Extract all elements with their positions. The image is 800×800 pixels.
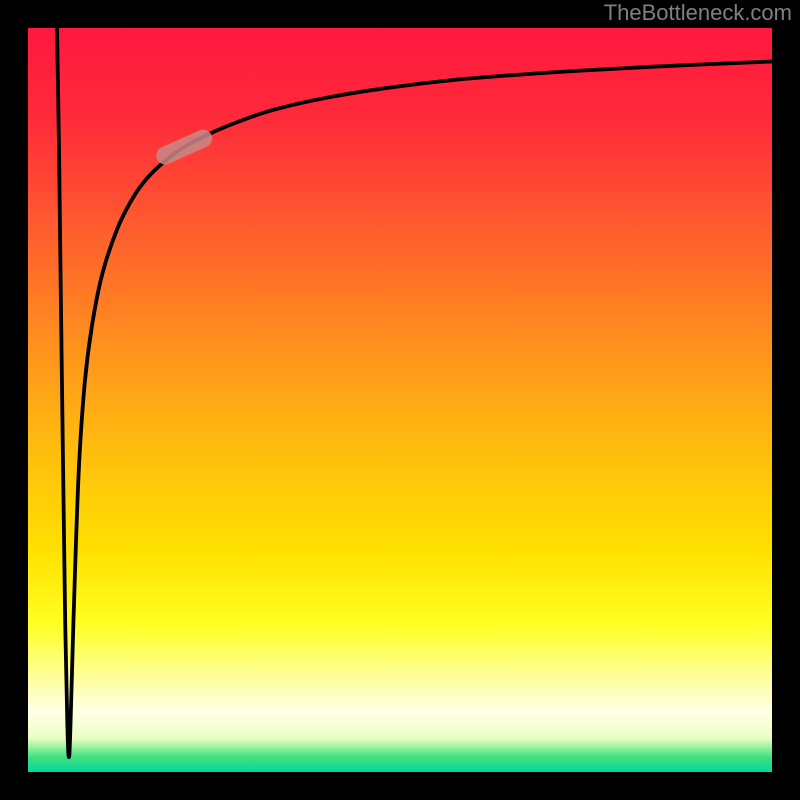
- chart-background: [28, 28, 772, 772]
- attribution-text: TheBottleneck.com: [604, 0, 792, 26]
- bottleneck-chart: [0, 0, 800, 800]
- chart-container: TheBottleneck.com: [0, 0, 800, 800]
